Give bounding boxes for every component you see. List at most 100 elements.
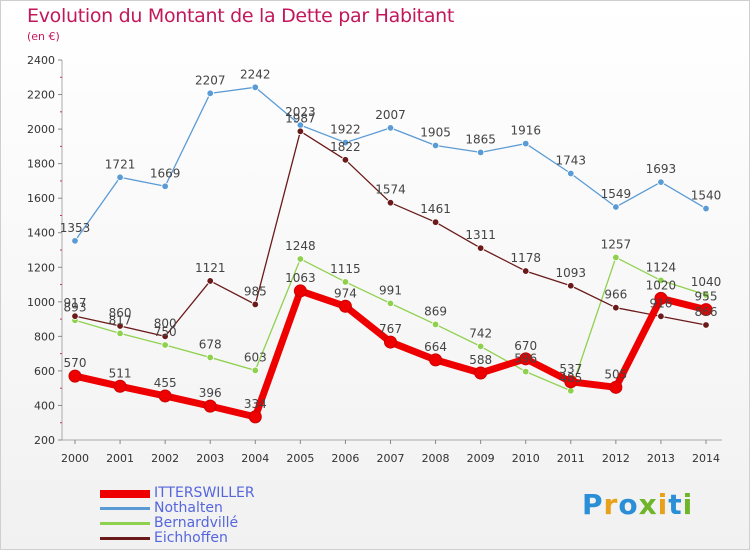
legend-label: ITTERSWILLER <box>154 485 255 501</box>
x-tick-label: 2010 <box>512 452 540 465</box>
data-label: 985 <box>244 284 267 298</box>
data-label: 966 <box>604 288 627 302</box>
data-point <box>431 320 440 329</box>
data-label: 1461 <box>420 202 451 216</box>
legend-swatch-eichhoffen <box>100 537 150 540</box>
data-point <box>609 380 623 394</box>
data-point <box>612 253 620 262</box>
data-label: 1916 <box>510 124 541 138</box>
data-label: 596 <box>514 352 537 366</box>
legend-swatch-itterswiller <box>100 490 150 498</box>
data-point <box>158 389 172 403</box>
data-label: 670 <box>514 339 537 353</box>
data-label: 1093 <box>556 266 587 280</box>
data-point <box>522 367 530 376</box>
x-tick-label: 2009 <box>467 452 495 465</box>
data-label: 570 <box>64 356 87 370</box>
y-tick-label: 1800 <box>27 158 55 171</box>
data-point <box>71 237 79 245</box>
legend-swatch-nothalten <box>100 507 150 510</box>
data-label: 1822 <box>330 140 361 154</box>
data-point <box>341 278 350 286</box>
data-label: 860 <box>109 306 132 320</box>
data-label: 991 <box>379 283 402 297</box>
data-label: 1020 <box>646 278 677 292</box>
data-label: 750 <box>154 325 177 339</box>
data-point <box>116 329 124 338</box>
data-label: 955 <box>695 290 718 304</box>
legend-label: Eichhoffen <box>154 530 228 546</box>
data-point <box>431 218 440 226</box>
data-point <box>702 291 710 299</box>
data-label: 1721 <box>105 157 136 171</box>
data-point <box>161 182 169 190</box>
data-point <box>657 312 665 321</box>
data-point <box>567 387 575 395</box>
legend-item: ITTERSWILLER <box>100 485 300 501</box>
data-point <box>474 366 488 380</box>
x-tick-label: 2000 <box>61 452 89 465</box>
data-label: 2007 <box>375 108 406 122</box>
data-point <box>612 203 620 211</box>
y-tick-label: 2400 <box>27 54 55 67</box>
data-point <box>116 173 124 181</box>
data-point <box>251 366 259 375</box>
data-point <box>251 300 259 309</box>
data-label: 1743 <box>556 153 587 167</box>
data-label: 1121 <box>195 261 226 275</box>
data-point <box>248 410 262 424</box>
data-point <box>476 342 485 351</box>
data-label: 869 <box>424 304 447 318</box>
data-point <box>386 299 395 308</box>
data-point <box>429 353 443 367</box>
data-label: 800 <box>154 316 177 330</box>
data-point <box>386 198 395 207</box>
data-point <box>116 322 124 330</box>
data-label: 1905 <box>420 126 451 140</box>
data-point <box>476 244 485 252</box>
data-point <box>206 89 214 98</box>
data-point <box>699 303 713 317</box>
x-tick-label: 2004 <box>241 452 269 465</box>
legend-item: Eichhoffen <box>100 530 300 546</box>
data-label: 1693 <box>646 162 677 176</box>
y-tick-label: 600 <box>34 365 55 378</box>
data-point <box>431 141 440 150</box>
data-point <box>657 178 665 186</box>
data-point <box>341 138 350 147</box>
data-point <box>386 124 395 132</box>
y-tick-label: 1600 <box>27 192 55 205</box>
data-label: 1063 <box>285 271 316 285</box>
data-point <box>338 299 352 313</box>
legend-label: Bernardvillé <box>154 515 239 531</box>
data-point <box>206 277 214 285</box>
data-point <box>522 267 530 275</box>
data-point <box>113 379 127 393</box>
proxiti-logo: Proxiti <box>582 488 694 521</box>
data-label: 866 <box>695 305 718 319</box>
data-label: 1669 <box>150 166 181 180</box>
x-tick-label: 2013 <box>647 452 675 465</box>
y-tick-label: 2200 <box>27 89 55 102</box>
data-label: 1311 <box>465 228 496 242</box>
x-tick-label: 2002 <box>151 452 179 465</box>
data-label: 1987 <box>285 111 316 125</box>
data-point <box>341 156 350 164</box>
data-label: 1248 <box>285 239 316 253</box>
data-label: 742 <box>469 326 492 340</box>
data-point <box>251 83 259 91</box>
chart-title: Evolution du Montant de la Dette par Hab… <box>27 5 455 27</box>
data-point <box>206 353 214 362</box>
data-point <box>203 399 217 413</box>
data-label: 893 <box>64 300 87 314</box>
y-tick-label: 1000 <box>27 296 55 309</box>
data-label: 664 <box>424 340 447 354</box>
data-label: 1353 <box>60 221 91 235</box>
data-label: 1115 <box>330 262 361 276</box>
data-point <box>68 369 82 383</box>
y-tick-label: 400 <box>34 399 55 412</box>
data-point <box>564 375 578 389</box>
data-point <box>293 284 307 298</box>
data-point <box>522 139 530 148</box>
data-point <box>612 303 620 312</box>
